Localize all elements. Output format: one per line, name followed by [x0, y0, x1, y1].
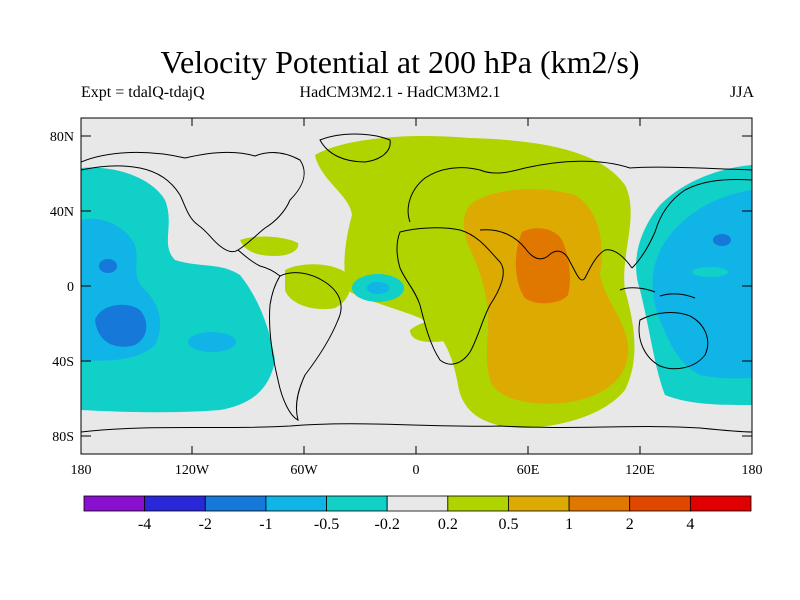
positive-region-south-atlantic [410, 319, 461, 342]
lon-label-120w: 120W [175, 463, 210, 478]
colorbar-label: -0.2 [375, 516, 400, 533]
colorbar-swatch [447, 495, 509, 512]
colorbar-label: 0.2 [438, 516, 458, 533]
coast-europe [407, 160, 752, 223]
colorbar-label: 4 [686, 516, 694, 533]
coast-antarctica [81, 423, 752, 433]
colorbar-label: 2 [626, 516, 634, 533]
coast-south-america [269, 272, 342, 421]
colorbar-swatch [689, 495, 752, 512]
lon-label-60w: 60W [290, 463, 318, 478]
lon-label-180w: 180 [71, 463, 92, 478]
negative-blob-south-pacific [188, 332, 236, 352]
colorbar-swatch [508, 495, 570, 512]
lat-label-80n: 80N [50, 130, 74, 145]
positive-region-caribbean [240, 236, 299, 256]
lon-label-0: 0 [413, 463, 420, 478]
colorbar-swatch [386, 495, 449, 512]
model-label: HadCM3M2.1 - HadCM3M2.1 [299, 84, 501, 101]
coast-central-america [237, 249, 281, 277]
coast-indonesia [619, 287, 696, 299]
lon-tick-marks [191, 118, 641, 454]
lon-label-120e: 120E [625, 463, 655, 478]
lat-label-80s: 80S [52, 430, 74, 445]
map-title: Velocity Potential at 200 hPa (km2/s) [160, 44, 640, 80]
colorbar-label: 1 [565, 516, 573, 533]
negative-core-east-pacific [95, 304, 147, 347]
colorbar-swatch [629, 495, 691, 512]
coast-australia [638, 312, 709, 370]
colorbar-label: -0.5 [314, 516, 339, 533]
colorbar-swatch [204, 495, 267, 512]
season-label: JJA [729, 84, 754, 101]
colorbar-swatch [83, 495, 146, 512]
colorbar-label: -4 [138, 516, 151, 533]
lon-label-60e: 60E [517, 463, 540, 478]
colorbar-swatch [568, 495, 631, 512]
positive-region-core [515, 228, 570, 304]
lat-label-0: 0 [67, 280, 74, 295]
colorbar-label: 0.5 [498, 516, 518, 533]
lat-label-40s: 40S [52, 355, 74, 370]
coast-arabia-india [479, 229, 633, 281]
coast-north-america [81, 151, 305, 253]
coast-east-asia [631, 179, 752, 269]
colorbar-swatch [326, 495, 388, 512]
lat-tick-marks [81, 135, 752, 437]
negative-core-small [99, 259, 117, 273]
colorbar-label: -1 [259, 516, 272, 533]
positive-region-atlantic [285, 264, 351, 310]
colorbar-label: -2 [199, 516, 212, 533]
colorbar-swatch [144, 495, 206, 512]
colorbar-swatch [265, 495, 327, 512]
lat-label-40n: 40N [50, 205, 74, 220]
coastlines [81, 133, 752, 433]
experiment-label: Expt = tdalQ-tdajQ [81, 84, 205, 101]
lon-label-180e: 180 [742, 463, 763, 478]
map-field [81, 118, 752, 454]
colorbar: -4 -2 -1 -0.5 -0.2 0.2 0.5 1 2 4 [83, 495, 752, 533]
negative-core-atlantic [367, 282, 389, 294]
coast-africa [396, 227, 504, 365]
negative-core-west-pacific [713, 234, 731, 246]
coast-greenland [319, 133, 391, 163]
neutral-patch-west-pacific [692, 267, 728, 277]
